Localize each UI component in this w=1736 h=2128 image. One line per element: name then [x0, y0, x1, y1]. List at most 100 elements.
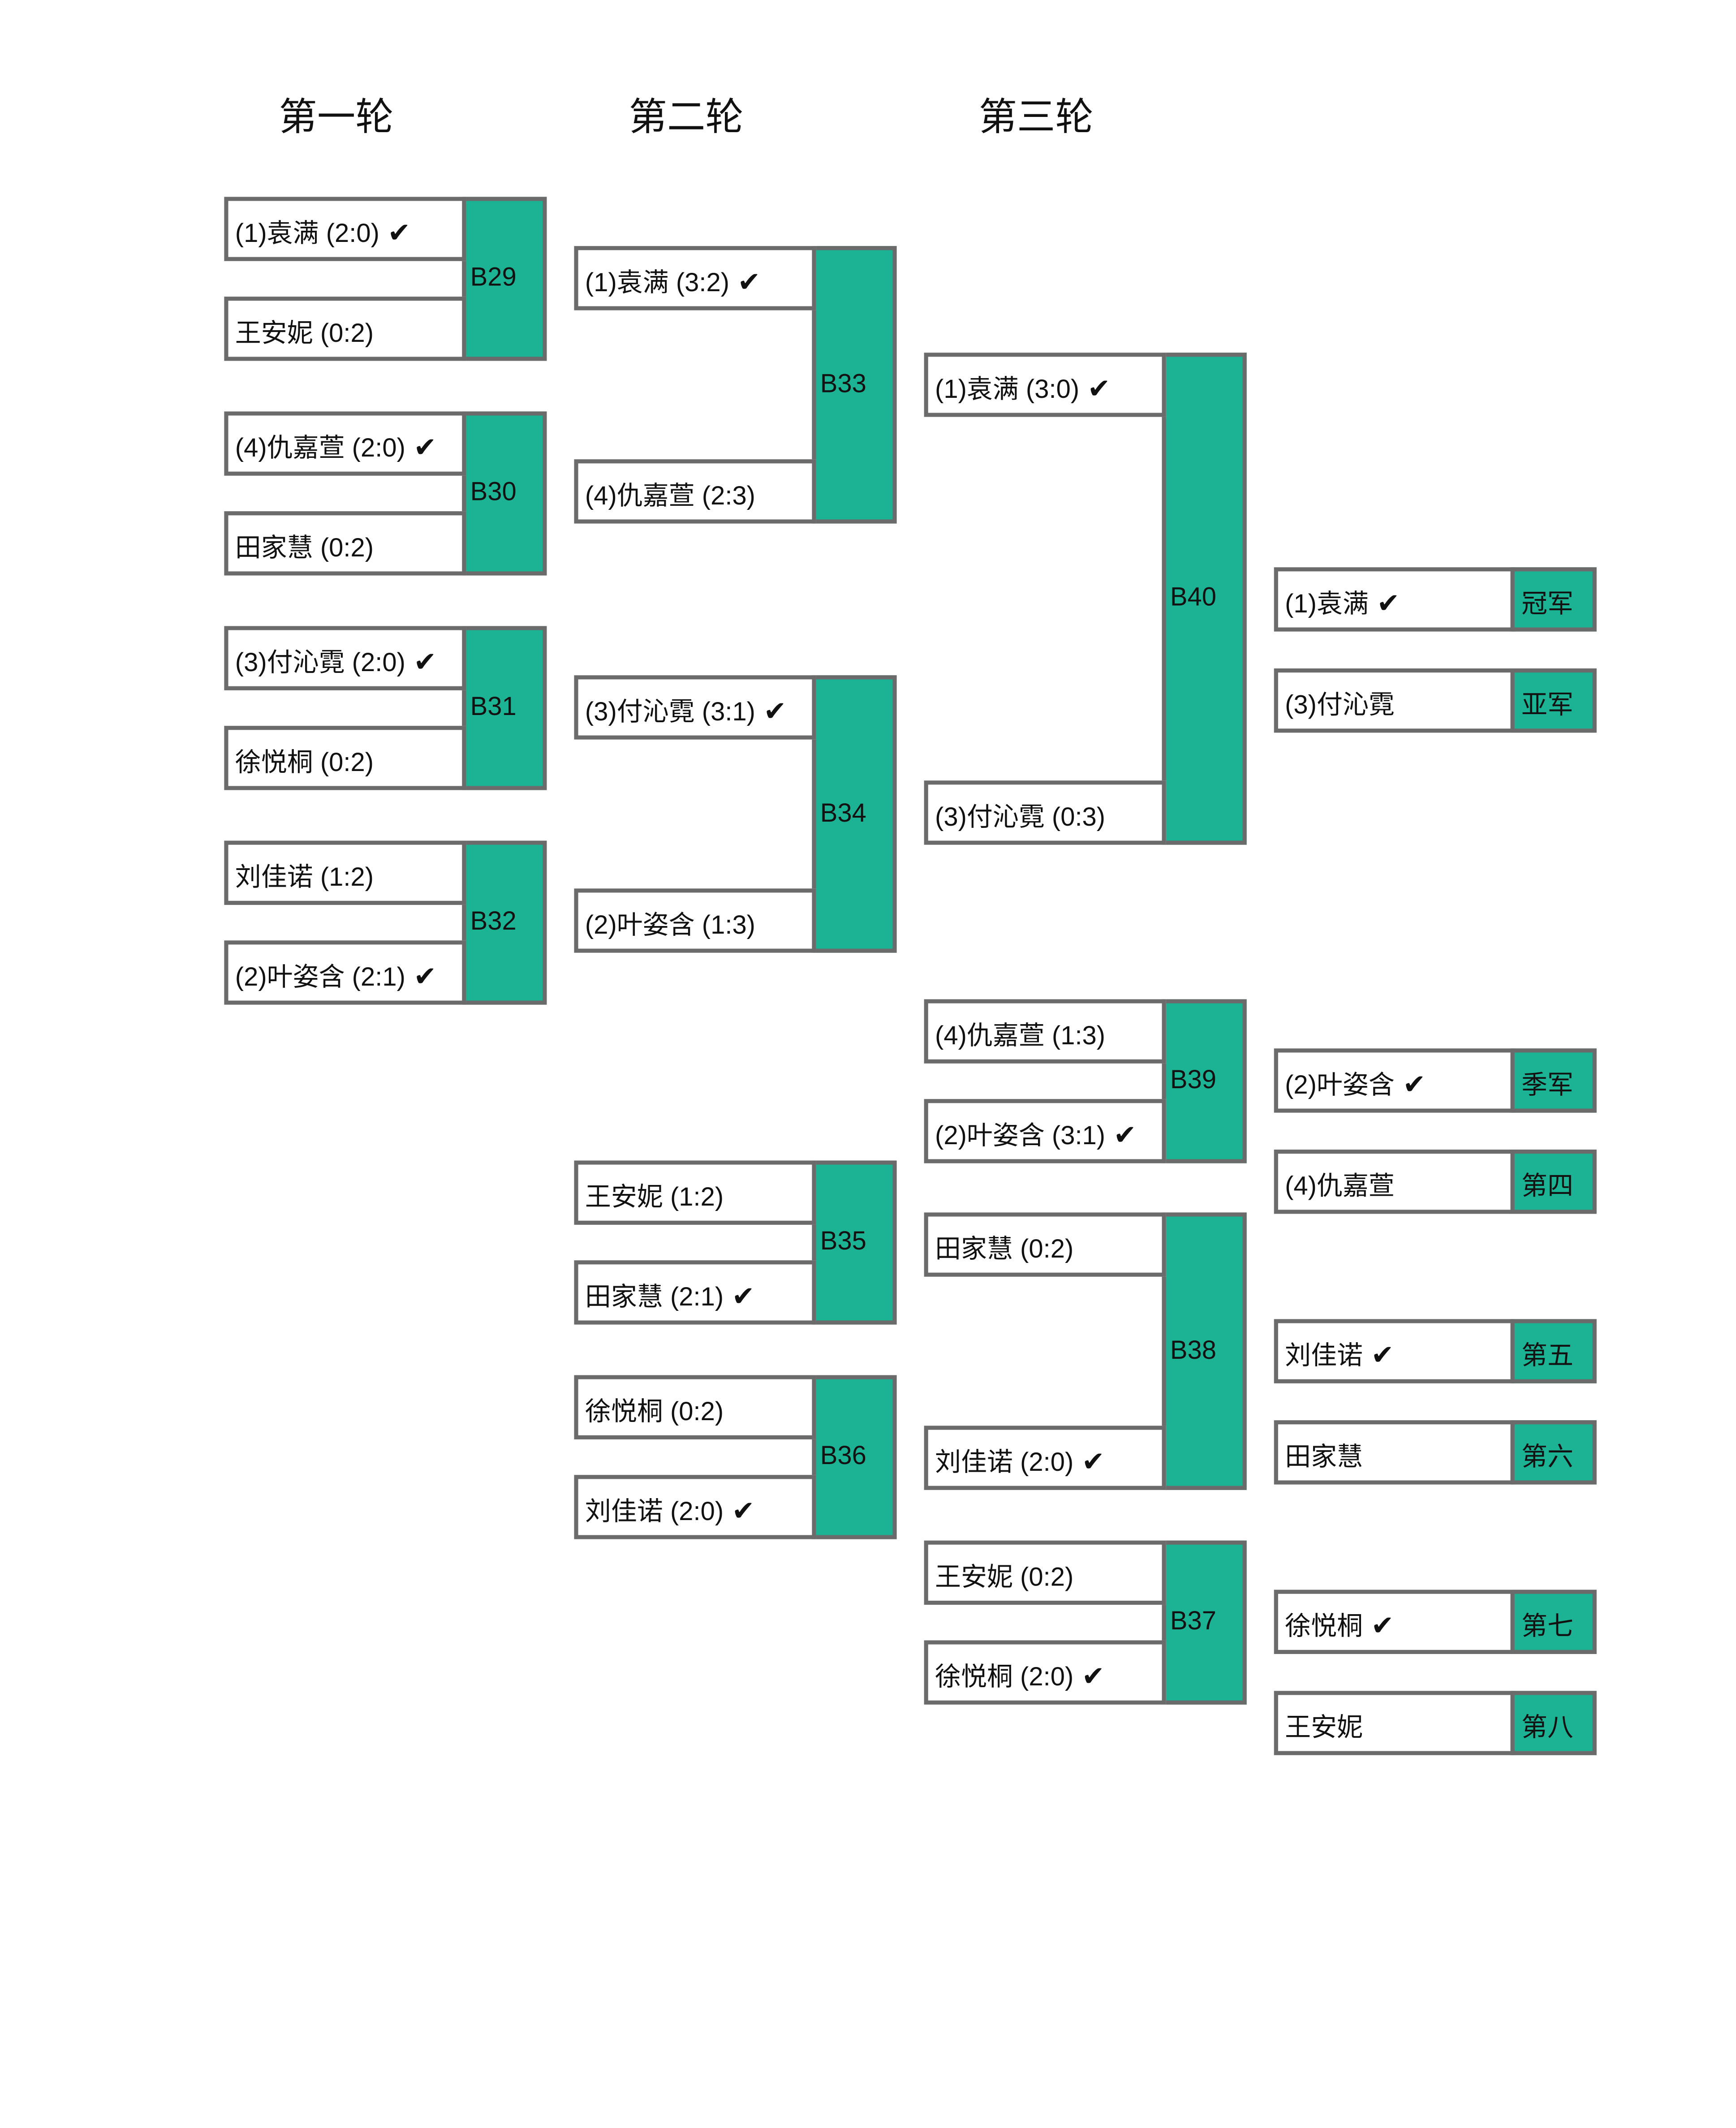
- player-label: (2)叶姿含 (2:1): [235, 964, 405, 993]
- result-name: (1)袁满: [1285, 590, 1369, 620]
- check-icon: ✔: [1087, 375, 1111, 405]
- place-label: 季军: [1521, 1072, 1573, 1101]
- match-id: B32: [470, 907, 517, 937]
- result-place: 季军: [1510, 1048, 1597, 1113]
- player-label: 刘佳诺 (2:0): [935, 1449, 1074, 1478]
- match-id: B34: [820, 799, 866, 828]
- player-label: 刘佳诺 (2:0): [585, 1498, 724, 1527]
- result-place: 冠军: [1510, 567, 1597, 632]
- player-slot: (3)付沁霓 (2:0) ✔: [224, 626, 466, 690]
- result-player: 田家慧: [1274, 1420, 1515, 1485]
- check-icon: ✔: [1371, 1341, 1394, 1371]
- player-slot: (4)仇嘉萱 (2:0) ✔: [224, 411, 466, 476]
- result-place: 第五: [1510, 1319, 1597, 1383]
- check-icon: ✔: [388, 219, 411, 249]
- result-name: 田家慧: [1285, 1443, 1363, 1473]
- player-slot: 徐悦桐 (0:2): [224, 726, 466, 790]
- round-1-header: 第一轮: [279, 95, 394, 138]
- match-id: B31: [470, 693, 517, 722]
- place-label: 亚军: [1521, 691, 1573, 720]
- player-slot: (1)袁满 (3:2) ✔: [574, 246, 816, 310]
- player-slot: (3)付沁霓 (0:3): [924, 780, 1166, 845]
- check-icon: ✔: [414, 648, 437, 678]
- result-player: 王安妮: [1274, 1691, 1515, 1755]
- result-player: (3)付沁霓: [1274, 668, 1515, 733]
- place-label: 第七: [1521, 1613, 1573, 1642]
- player-label: 田家慧 (2:1): [585, 1284, 724, 1313]
- player-label: (4)仇嘉萱 (1:3): [935, 1022, 1106, 1051]
- match-box: B30: [462, 411, 547, 576]
- match-id: B35: [820, 1227, 866, 1257]
- player-label: (1)袁满 (2:0): [235, 220, 379, 249]
- match-id: B36: [820, 1442, 866, 1471]
- round-3-header: 第三轮: [978, 95, 1094, 138]
- match-box: B39: [1162, 999, 1247, 1163]
- player-label: 徐悦桐 (0:2): [585, 1398, 724, 1427]
- check-icon: ✔: [1081, 1662, 1105, 1693]
- player-label: (1)袁满 (3:2): [585, 269, 730, 298]
- player-slot: 王安妮 (0:2): [924, 1540, 1166, 1605]
- match-box: B29: [462, 197, 547, 361]
- match-box: B40: [1162, 353, 1247, 845]
- match-box: B34: [812, 675, 897, 953]
- check-icon: ✔: [1403, 1070, 1426, 1101]
- player-label: (4)仇嘉萱 (2:3): [585, 482, 756, 512]
- player-slot: (3)付沁霓 (3:1) ✔: [574, 675, 816, 740]
- check-icon: ✔: [1081, 1447, 1105, 1478]
- player-slot: (2)叶姿含 (2:1) ✔: [224, 940, 466, 1005]
- place-label: 第六: [1521, 1443, 1573, 1473]
- check-icon: ✔: [1377, 589, 1400, 620]
- check-icon: ✔: [1371, 1611, 1394, 1642]
- check-icon: ✔: [737, 268, 761, 298]
- round-2-header: 第二轮: [629, 95, 744, 138]
- player-label: (1)袁满 (3:0): [935, 376, 1080, 405]
- player-slot: 刘佳诺 (2:0) ✔: [924, 1426, 1166, 1490]
- match-box: B37: [1162, 1540, 1247, 1705]
- player-slot: 刘佳诺 (1:2): [224, 840, 466, 905]
- player-slot: (1)袁满 (3:0) ✔: [924, 353, 1166, 417]
- match-id: B38: [1170, 1336, 1216, 1365]
- check-icon: ✔: [732, 1282, 755, 1313]
- check-icon: ✔: [414, 433, 437, 464]
- match-id: B37: [1170, 1607, 1216, 1637]
- player-slot: 田家慧 (0:2): [224, 511, 466, 576]
- player-slot: (1)袁满 (2:0) ✔: [224, 197, 466, 261]
- player-label: (4)仇嘉萱 (2:0): [235, 435, 405, 464]
- result-place: 第六: [1510, 1420, 1597, 1485]
- player-slot: (2)叶姿含 (1:3): [574, 888, 816, 953]
- result-place: 第八: [1510, 1691, 1597, 1755]
- check-icon: ✔: [1113, 1120, 1137, 1151]
- player-slot: (4)仇嘉萱 (1:3): [924, 999, 1166, 1064]
- result-player: 徐悦桐 ✔: [1274, 1590, 1515, 1654]
- result-player: (1)袁满 ✔: [1274, 567, 1515, 632]
- player-slot: 王安妮 (0:2): [224, 297, 466, 361]
- place-label: 第四: [1521, 1172, 1573, 1202]
- match-id: B29: [470, 263, 517, 293]
- result-name: 刘佳诺: [1285, 1342, 1363, 1371]
- player-label: (2)叶姿含 (3:1): [935, 1122, 1106, 1151]
- player-slot: 田家慧 (2:1) ✔: [574, 1260, 816, 1325]
- match-id: B30: [470, 478, 517, 507]
- player-label: 徐悦桐 (2:0): [935, 1663, 1074, 1693]
- player-label: 王安妮 (0:2): [235, 319, 374, 349]
- place-label: 第八: [1521, 1714, 1573, 1743]
- result-place: 第四: [1510, 1150, 1597, 1214]
- player-label: 徐悦桐 (0:2): [235, 749, 374, 778]
- match-id: B39: [1170, 1066, 1216, 1095]
- player-slot: 刘佳诺 (2:0) ✔: [574, 1475, 816, 1539]
- result-place: 第七: [1510, 1590, 1597, 1654]
- result-name: 徐悦桐: [1285, 1613, 1363, 1642]
- check-icon: ✔: [763, 697, 787, 728]
- place-label: 冠军: [1521, 590, 1573, 620]
- result-name: (4)仇嘉萱: [1285, 1172, 1395, 1202]
- result-player: (2)叶姿含 ✔: [1274, 1048, 1515, 1113]
- check-icon: ✔: [732, 1497, 755, 1527]
- result-player: 刘佳诺 ✔: [1274, 1319, 1515, 1383]
- player-label: 刘佳诺 (1:2): [235, 864, 374, 893]
- player-label: (3)付沁霓 (2:0): [235, 649, 405, 678]
- match-box: B36: [812, 1375, 897, 1539]
- result-player: (4)仇嘉萱: [1274, 1150, 1515, 1214]
- result-name: (3)付沁霓: [1285, 691, 1395, 720]
- player-label: (3)付沁霓 (3:1): [585, 698, 756, 728]
- player-label: 田家慧 (0:2): [935, 1236, 1074, 1265]
